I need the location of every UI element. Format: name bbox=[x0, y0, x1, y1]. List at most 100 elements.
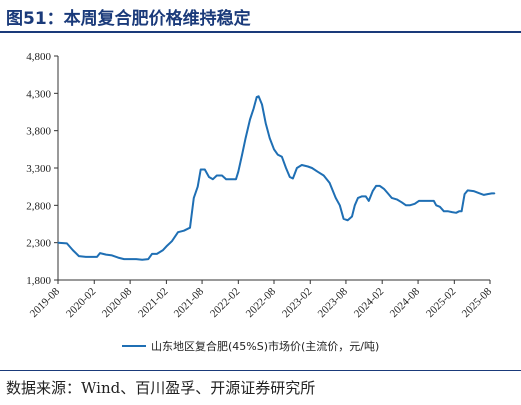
data-point bbox=[91, 256, 93, 258]
data-point bbox=[123, 258, 125, 260]
data-point bbox=[105, 254, 107, 256]
data-source: 数据来源：Wind、百川盈孚、开源证券研究所 bbox=[6, 379, 316, 397]
data-point bbox=[429, 200, 431, 202]
data-point bbox=[409, 204, 411, 206]
data-point bbox=[439, 206, 441, 208]
legend-label: 山东地区复合肥(45%S)市场价(主流价，元/吨) bbox=[151, 339, 379, 353]
y-tick-label: 4,300 bbox=[26, 88, 51, 100]
data-point bbox=[479, 192, 481, 194]
data-point bbox=[197, 186, 199, 188]
y-axis-ticks: 1,800 2,300 2,800 3,300 3,800 4,300 4,800 bbox=[26, 51, 58, 287]
data-point bbox=[85, 256, 87, 258]
data-point bbox=[464, 193, 466, 195]
data-point bbox=[365, 195, 367, 197]
data-point bbox=[458, 210, 460, 212]
data-point bbox=[273, 148, 275, 150]
x-tick-label: 2020-08 bbox=[100, 285, 135, 320]
data-point bbox=[368, 200, 370, 202]
data-point bbox=[383, 188, 385, 190]
data-point bbox=[281, 156, 283, 158]
data-point bbox=[204, 168, 206, 171]
data-point bbox=[261, 103, 263, 106]
data-point bbox=[289, 176, 291, 178]
data-point bbox=[451, 211, 453, 213]
data-point bbox=[72, 249, 74, 251]
legend: 山东地区复合肥(45%S)市场价(主流价，元/吨) bbox=[122, 339, 379, 353]
data-point bbox=[285, 167, 287, 169]
data-point bbox=[435, 204, 437, 206]
data-point bbox=[323, 174, 325, 177]
title-divider bbox=[0, 31, 521, 33]
data-point bbox=[414, 203, 416, 205]
y-tick-label: 3,800 bbox=[26, 126, 51, 138]
data-point bbox=[156, 253, 158, 255]
x-axis-ticks: 2019-08 2020-02 2020-08 2021-02 2021-08 2022-… bbox=[28, 280, 494, 320]
data-point bbox=[443, 210, 445, 212]
data-point bbox=[418, 200, 420, 202]
data-point bbox=[372, 190, 374, 192]
data-point bbox=[405, 204, 407, 206]
x-tick-label: 2024-08 bbox=[388, 285, 423, 320]
y-tick-label: 4,800 bbox=[26, 51, 51, 63]
x-tick-label: 2021-02 bbox=[136, 286, 170, 320]
x-tick-label: 2021-08 bbox=[172, 285, 207, 320]
data-point bbox=[212, 178, 214, 180]
data-point bbox=[249, 118, 251, 121]
data-point bbox=[455, 212, 457, 214]
data-point bbox=[129, 258, 131, 260]
data-point bbox=[183, 230, 185, 232]
data-point bbox=[311, 167, 313, 169]
data-point bbox=[347, 219, 349, 221]
data-point bbox=[171, 240, 173, 242]
x-tick-label: 2024-02 bbox=[352, 286, 386, 320]
data-point bbox=[379, 185, 381, 187]
data-point bbox=[177, 231, 179, 233]
data-point bbox=[317, 171, 319, 173]
data-point bbox=[165, 245, 167, 247]
data-point bbox=[96, 256, 98, 258]
y-tick-label: 2,300 bbox=[26, 238, 51, 250]
data-point bbox=[433, 200, 435, 202]
data-point bbox=[117, 257, 119, 259]
data-point bbox=[487, 193, 489, 195]
y-tick-label: 2,800 bbox=[26, 200, 51, 212]
x-tick-label: 2019-08 bbox=[28, 285, 63, 320]
data-point bbox=[66, 242, 68, 244]
data-point bbox=[235, 178, 237, 180]
x-tick-label: 2022-08 bbox=[244, 285, 279, 320]
data-point bbox=[467, 189, 469, 191]
series-group bbox=[57, 95, 496, 261]
data-point bbox=[258, 95, 260, 97]
data-point bbox=[296, 167, 298, 169]
x-tick-label: 2020-02 bbox=[64, 286, 98, 320]
data-point bbox=[357, 197, 359, 199]
data-point bbox=[473, 190, 475, 192]
data-point bbox=[277, 154, 279, 156]
data-point bbox=[208, 176, 210, 178]
data-point bbox=[141, 259, 143, 261]
data-point bbox=[241, 154, 243, 156]
data-point bbox=[216, 174, 218, 177]
data-point bbox=[329, 182, 331, 184]
data-point bbox=[343, 218, 345, 220]
data-point bbox=[111, 254, 113, 256]
data-point bbox=[361, 195, 363, 197]
line-chart: 1,800 2,300 2,800 3,300 3,800 4,300 4,800 2019… bbox=[26, 51, 496, 353]
data-point bbox=[200, 168, 202, 171]
data-point bbox=[491, 192, 493, 194]
data-point bbox=[57, 242, 59, 244]
data-point bbox=[135, 258, 137, 260]
data-point bbox=[253, 107, 255, 109]
data-point bbox=[269, 137, 271, 139]
data-point bbox=[78, 255, 80, 257]
data-point bbox=[237, 171, 239, 173]
data-point bbox=[387, 192, 389, 194]
data-point bbox=[351, 215, 353, 218]
data-point bbox=[423, 200, 425, 202]
data-point bbox=[301, 164, 303, 166]
x-tick-label: 2023-08 bbox=[316, 285, 351, 320]
data-point bbox=[494, 192, 496, 194]
data-point bbox=[265, 122, 267, 124]
footer-divider bbox=[0, 370, 521, 371]
data-point bbox=[99, 252, 101, 254]
